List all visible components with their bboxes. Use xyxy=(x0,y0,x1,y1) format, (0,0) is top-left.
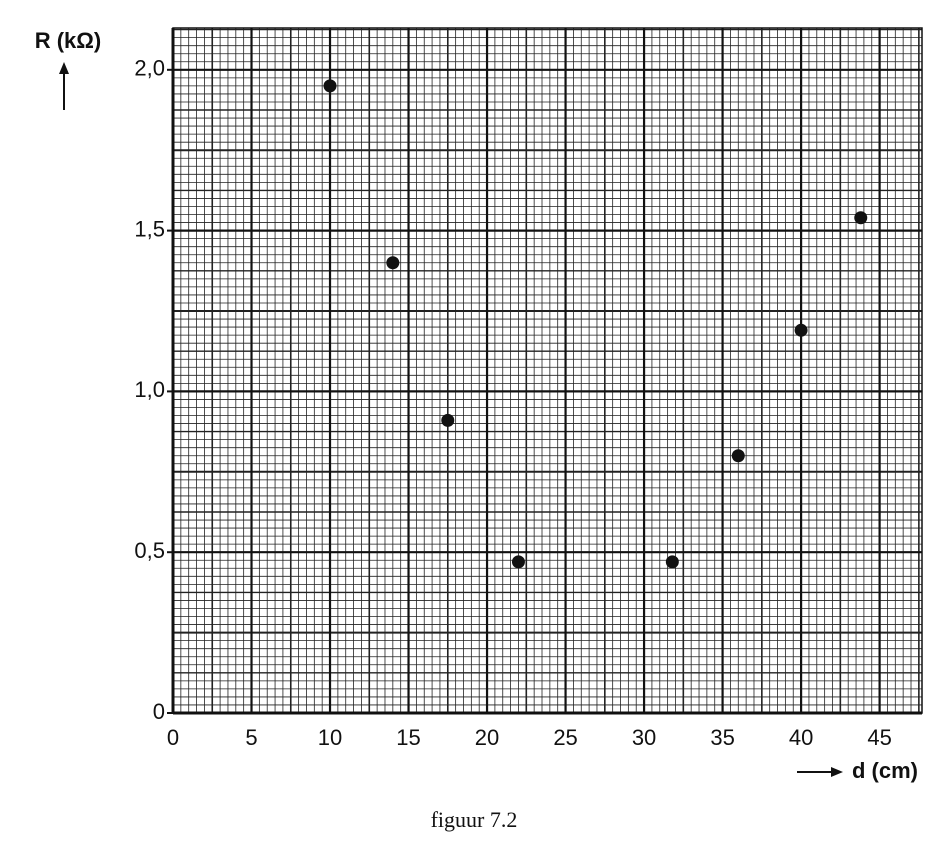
x-tick-label: 45 xyxy=(867,725,891,750)
grid xyxy=(171,27,923,715)
point xyxy=(854,211,868,225)
y-arrow-head xyxy=(59,62,69,74)
x-axis-label: d (cm) xyxy=(852,758,918,783)
y-tick-label: 0,5 xyxy=(134,538,165,563)
y-tick-label: 2,0 xyxy=(134,56,165,81)
y-tick-label: 0 xyxy=(153,699,165,724)
plot-frame xyxy=(172,27,923,714)
x-tick-label: 15 xyxy=(396,725,420,750)
caption: figuur 7.2 xyxy=(431,807,518,832)
point xyxy=(386,256,400,270)
y-axis-label: R (kΩ) xyxy=(35,28,102,53)
x-arrow-head xyxy=(831,767,843,777)
point xyxy=(511,555,525,569)
y-tick-label: 1,5 xyxy=(134,216,165,241)
point xyxy=(441,413,455,427)
x-tick-label: 35 xyxy=(710,725,734,750)
x-tick-label: 5 xyxy=(245,725,257,750)
x-tick-label: 0 xyxy=(167,725,179,750)
point xyxy=(323,79,337,93)
x-tick-label: 30 xyxy=(632,725,656,750)
point xyxy=(731,449,745,463)
y-tick-label: 1,0 xyxy=(134,377,165,402)
x-tick-label: 10 xyxy=(318,725,342,750)
x-tick-label: 20 xyxy=(475,725,499,750)
x-tick-label: 25 xyxy=(553,725,577,750)
x-tick-label: 40 xyxy=(789,725,813,750)
point xyxy=(794,323,808,337)
point xyxy=(665,555,679,569)
